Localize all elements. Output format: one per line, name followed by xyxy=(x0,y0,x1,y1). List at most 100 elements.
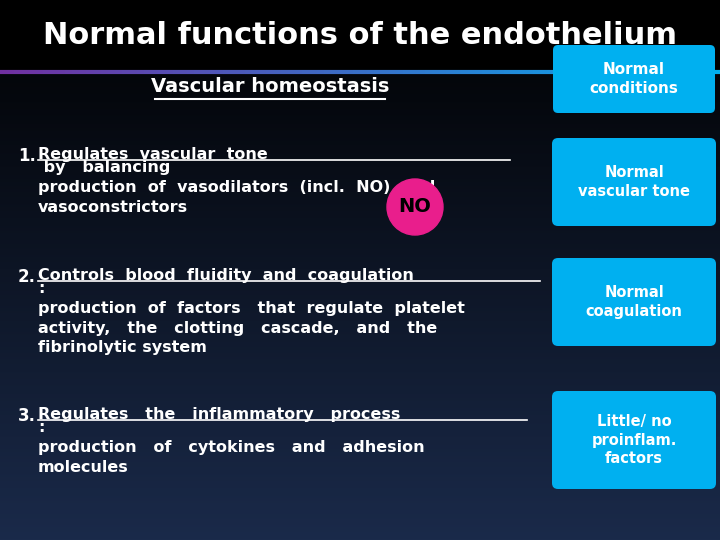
Text: Normal
vascular tone: Normal vascular tone xyxy=(578,165,690,199)
Bar xyxy=(0,212,720,213)
Bar xyxy=(0,229,720,230)
Bar xyxy=(0,199,720,200)
Bar xyxy=(0,27,720,28)
Bar xyxy=(0,133,720,134)
Bar xyxy=(0,33,720,34)
Bar xyxy=(0,485,720,486)
Bar xyxy=(0,127,720,128)
Bar xyxy=(0,219,720,220)
Bar xyxy=(0,353,720,354)
Bar xyxy=(0,32,720,33)
FancyBboxPatch shape xyxy=(553,45,715,113)
Bar xyxy=(0,196,720,197)
Bar xyxy=(0,266,720,267)
Bar xyxy=(0,491,720,492)
Bar xyxy=(0,347,720,348)
Bar xyxy=(0,206,720,207)
Bar xyxy=(0,447,720,448)
Bar xyxy=(0,260,720,261)
Bar xyxy=(0,370,720,371)
Bar xyxy=(0,294,720,295)
Bar xyxy=(0,207,720,208)
Bar xyxy=(0,535,720,536)
Bar xyxy=(0,59,720,60)
Bar xyxy=(0,296,720,297)
Bar xyxy=(0,316,720,317)
Bar xyxy=(0,422,720,423)
Bar xyxy=(0,45,720,46)
Bar xyxy=(0,261,720,262)
Bar xyxy=(0,403,720,404)
Bar xyxy=(0,233,720,234)
Bar xyxy=(0,154,720,155)
Bar xyxy=(0,51,720,52)
Bar xyxy=(0,477,720,478)
Bar xyxy=(0,118,720,119)
Bar xyxy=(0,96,720,97)
Bar xyxy=(0,88,720,89)
Bar xyxy=(0,83,720,84)
Bar xyxy=(0,17,720,18)
Bar xyxy=(0,144,720,145)
Bar xyxy=(0,19,720,20)
Bar xyxy=(0,446,720,447)
Bar xyxy=(0,179,720,180)
Bar xyxy=(0,34,720,35)
Bar xyxy=(0,170,720,171)
Bar xyxy=(0,305,720,306)
Bar xyxy=(0,292,720,293)
Bar xyxy=(0,490,720,491)
Bar xyxy=(0,66,720,67)
Bar xyxy=(0,151,720,152)
Bar xyxy=(0,139,720,140)
Bar xyxy=(0,37,720,38)
Bar xyxy=(0,400,720,401)
Bar xyxy=(0,92,720,93)
Bar xyxy=(0,25,720,26)
Bar xyxy=(0,487,720,488)
Bar xyxy=(0,238,720,239)
Bar xyxy=(0,309,720,310)
Bar xyxy=(0,90,720,91)
Bar xyxy=(0,499,720,500)
Bar xyxy=(0,360,720,361)
Bar xyxy=(0,240,720,241)
Bar xyxy=(0,38,720,39)
Bar xyxy=(0,80,720,81)
Bar xyxy=(0,459,720,460)
Bar xyxy=(0,341,720,342)
Bar xyxy=(0,484,720,485)
Bar xyxy=(0,311,720,312)
Bar xyxy=(0,99,720,100)
Bar xyxy=(0,435,720,436)
Bar xyxy=(0,443,720,444)
Bar xyxy=(0,55,720,56)
Bar xyxy=(0,52,720,53)
Bar xyxy=(0,11,720,12)
Bar xyxy=(0,300,720,301)
Bar xyxy=(0,384,720,385)
Bar xyxy=(0,441,720,442)
Bar xyxy=(0,421,720,422)
Bar xyxy=(0,308,720,309)
Bar xyxy=(0,404,720,405)
Bar xyxy=(0,188,720,189)
Bar xyxy=(0,333,720,334)
Bar xyxy=(0,174,720,175)
Bar xyxy=(0,337,720,338)
Bar xyxy=(0,155,720,156)
Bar xyxy=(0,496,720,497)
Bar xyxy=(0,251,720,252)
Bar xyxy=(0,366,720,367)
Bar xyxy=(0,243,720,244)
Bar xyxy=(0,322,720,323)
Bar xyxy=(0,24,720,25)
Bar xyxy=(0,85,720,86)
Bar xyxy=(0,521,720,522)
Bar xyxy=(0,344,720,345)
Bar xyxy=(0,121,720,122)
Bar xyxy=(0,290,720,291)
Bar xyxy=(0,72,720,73)
Bar xyxy=(0,218,720,219)
Bar xyxy=(0,265,720,266)
